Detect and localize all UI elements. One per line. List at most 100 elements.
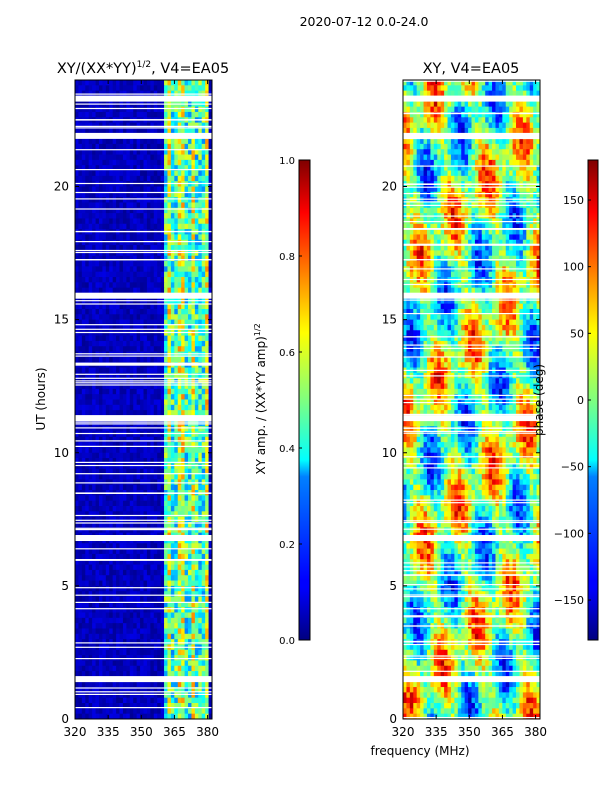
amplitude-heatmap-cell [92, 261, 96, 267]
amplitude-heatmap-cell [133, 458, 138, 464]
amplitude-heatmap-cell [133, 186, 138, 193]
amplitude-heatmap-cell [201, 436, 206, 443]
amplitude-heatmap-cell [116, 479, 120, 486]
amplitude-heatmap-cell [174, 431, 179, 438]
amplitude-heatmap-cell [136, 308, 141, 315]
amplitude-heatmap-cell [119, 202, 124, 209]
amplitude-heatmap-cell [116, 692, 120, 699]
amplitude-heatmap-cell [136, 250, 141, 257]
amplitude-heatmap-cell [119, 330, 124, 336]
amplitude-heatmap-cell [184, 245, 189, 251]
amplitude-heatmap-cell [136, 623, 141, 629]
amplitude-heatmap-cell [109, 308, 114, 315]
amplitude-heatmap-cell [81, 521, 86, 528]
amplitude-heatmap-cell [167, 697, 172, 704]
amplitude-heatmap-cell [174, 372, 179, 379]
amplitude-heatmap-cell [78, 399, 83, 406]
amplitude-heatmap-cell [116, 266, 120, 273]
amplitude-heatmap-cell [140, 575, 144, 581]
amplitude-heatmap-cell [129, 330, 134, 336]
amplitude-heatmap-cell [208, 80, 212, 86]
amplitude-heatmap-cell [164, 308, 168, 315]
amplitude-heatmap-cell [194, 628, 199, 635]
amplitude-heatmap-cell [188, 660, 192, 667]
amplitude-heatmap-cell [160, 649, 165, 656]
amplitude-heatmap-cell [150, 159, 155, 166]
amplitude-heatmap-cell [95, 287, 100, 294]
phase-heatmap-cell [430, 80, 435, 86]
amplitude-gap-line [75, 103, 212, 105]
amplitude-heatmap-cell [167, 85, 172, 92]
amplitude-heatmap-cell [140, 447, 144, 454]
amplitude-heatmap-cell [133, 436, 138, 443]
amplitude-heatmap-cell [92, 202, 96, 209]
amplitude-heatmap-cell [140, 500, 144, 507]
amplitude-heatmap-cell [205, 335, 209, 342]
amplitude-heatmap-cell [198, 479, 203, 486]
amplitude-heatmap-cell [146, 665, 151, 672]
amplitude-heatmap-cell [122, 367, 127, 374]
amplitude-heatmap-cell [122, 708, 127, 715]
amplitude-heatmap-cell [181, 479, 185, 486]
amplitude-heatmap-cell [122, 404, 127, 411]
amplitude-heatmap-cell [164, 245, 168, 251]
amplitude-heatmap-cell [122, 303, 127, 310]
amplitude-heatmap-cell [150, 713, 155, 719]
amplitude-heatmap-cell [177, 266, 182, 273]
amplitude-heatmap-cell [194, 623, 199, 629]
amplitude-heatmap-cell [164, 383, 168, 390]
amplitude-heatmap-cell [98, 474, 103, 480]
amplitude-heatmap-cell [81, 463, 86, 470]
amplitude-heatmap-cell [143, 197, 148, 203]
amplitude-heatmap-cell [136, 138, 141, 145]
amplitude-heatmap-cell [174, 287, 179, 294]
amplitude-heatmap-cell [157, 324, 162, 331]
amplitude-heatmap-cell [164, 186, 168, 193]
amplitude-heatmap-cell [81, 665, 86, 672]
amplitude-heatmap-cell [164, 479, 168, 486]
amplitude-heatmap-cell [78, 617, 83, 624]
amplitude-heatmap-cell [170, 591, 175, 597]
amplitude-heatmap-cell [146, 404, 151, 411]
amplitude-flagged-row [75, 95, 212, 102]
amplitude-heatmap-cell [188, 506, 192, 512]
amplitude-heatmap-cell [191, 623, 196, 629]
amplitude-heatmap-cell [164, 340, 168, 347]
amplitude-heatmap-cell [129, 191, 134, 198]
amplitude-heatmap-cell [153, 692, 158, 699]
amplitude-heatmap-cell [143, 639, 148, 645]
amplitude-heatmap-cell [133, 202, 138, 209]
amplitude-heatmap-cell [119, 287, 124, 294]
amplitude-heatmap-cell [105, 548, 110, 555]
amplitude-heatmap-cell [116, 127, 120, 134]
amplitude-heatmap-cell [184, 367, 189, 374]
amplitude-heatmap-cell [109, 692, 114, 699]
amplitude-heatmap-cell [177, 655, 182, 661]
amplitude-heatmap-cell [184, 218, 189, 225]
amplitude-heatmap-cell [129, 665, 134, 672]
phase-heatmap-cell [454, 80, 459, 86]
amplitude-heatmap-cell [188, 671, 192, 677]
amplitude-heatmap-cell [143, 165, 148, 171]
amplitude-heatmap-cell [191, 436, 196, 443]
amplitude-heatmap-cell [112, 111, 117, 118]
phase-heatmap-cell [512, 80, 517, 86]
amplitude-heatmap-cell [201, 585, 206, 592]
amplitude-heatmap-cell [105, 277, 110, 283]
amplitude-heatmap-cell [205, 191, 209, 198]
amplitude-heatmap-cell [88, 335, 93, 342]
amplitude-heatmap-cell [122, 410, 127, 416]
amplitude-heatmap-cell [92, 207, 96, 214]
amplitude-heatmap-cell [126, 500, 131, 507]
amplitude-heatmap-cell [119, 447, 124, 454]
amplitude-heatmap-cell [191, 197, 196, 203]
amplitude-heatmap-cell [136, 271, 141, 278]
amplitude-heatmap-cell [150, 521, 155, 528]
amplitude-heatmap-cell [170, 585, 175, 592]
amplitude-heatmap-cell [167, 665, 172, 672]
amplitude-heatmap-cell [98, 458, 103, 464]
amplitude-heatmap-cell [205, 356, 209, 363]
amplitude-heatmap-cell [81, 548, 86, 555]
amplitude-heatmap-cell [119, 261, 124, 267]
amplitude-heatmap-cell [164, 261, 168, 267]
